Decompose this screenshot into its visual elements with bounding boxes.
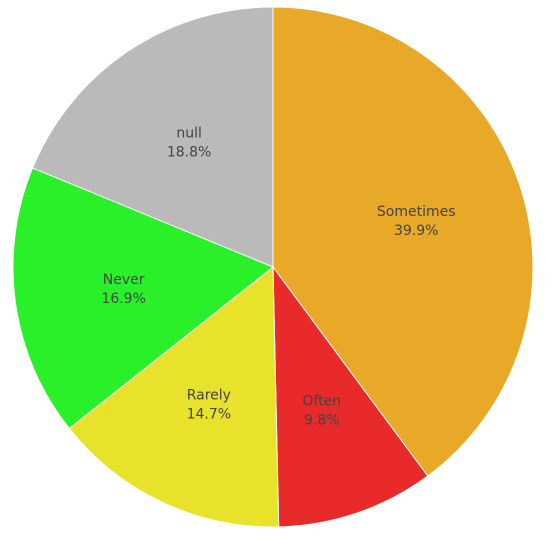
pie-label-category: Never bbox=[103, 272, 145, 288]
pie-label-category: Often bbox=[302, 394, 341, 410]
pie-slice-null bbox=[31, 6, 274, 268]
pie-slice-often bbox=[272, 265, 429, 528]
pie-label-percent: 18.8% bbox=[167, 145, 211, 161]
pie-label-sometimes: Sometimes 39.9% bbox=[377, 204, 456, 239]
pie-slice-never bbox=[12, 167, 274, 430]
pie-slice-rarely bbox=[68, 265, 280, 528]
pie-label-null: null 18.8% bbox=[167, 126, 211, 161]
pie-label-category: Rarely bbox=[187, 387, 231, 403]
pie-label-never: Never 16.9% bbox=[101, 272, 145, 307]
pie-slice-sometimes bbox=[272, 6, 534, 477]
pie-label-category: Sometimes bbox=[377, 204, 456, 220]
pie-label-percent: 14.7% bbox=[187, 406, 231, 422]
pie-slices bbox=[12, 6, 534, 528]
pie-label-category: null bbox=[176, 126, 202, 142]
pie-label-often: Often 9.8% bbox=[302, 394, 341, 429]
pie-label-percent: 39.9% bbox=[394, 223, 438, 239]
pie-label-rarely: Rarely 14.7% bbox=[187, 387, 231, 422]
pie-labels: Sometimes 39.9% Often 9.8% Rarely 14.7% Never 1… bbox=[101, 126, 455, 429]
pie-label-percent: 9.8% bbox=[304, 413, 340, 429]
pie-label-percent: 16.9% bbox=[101, 291, 145, 307]
